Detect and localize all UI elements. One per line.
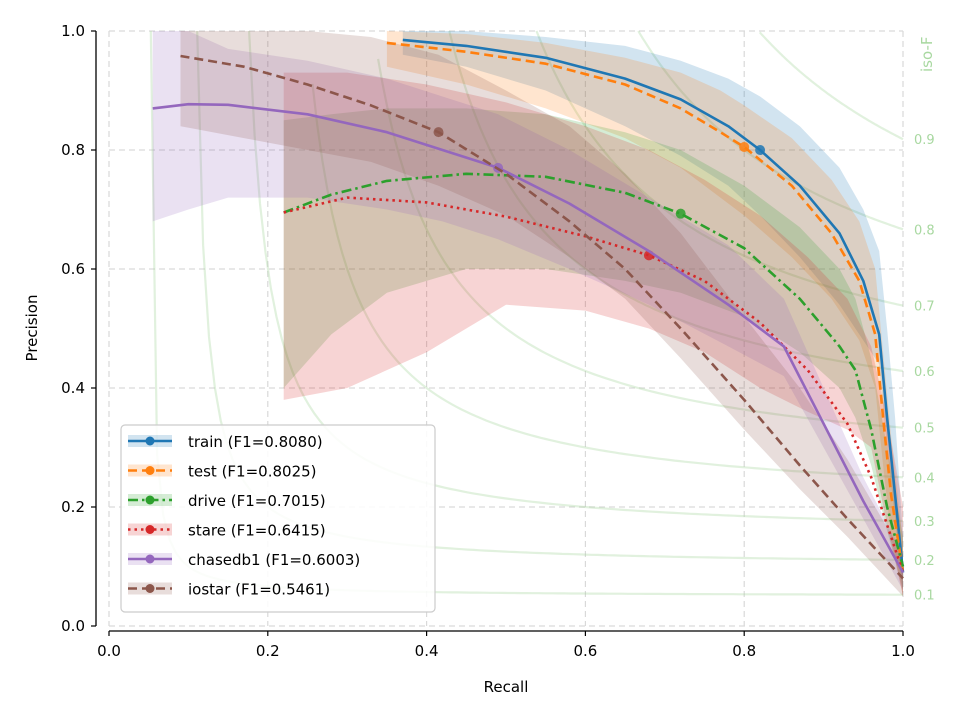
x-tick-label: 0.4 (415, 642, 439, 660)
band-test (386, 31, 903, 597)
marker-train (755, 145, 766, 155)
legend-swatch-marker (145, 554, 155, 564)
legend-box (120, 424, 436, 613)
iso-f-label: 0.2 (914, 554, 935, 569)
line-iostar (180, 54, 904, 580)
legend-label-train: train (F1=0.8080) (188, 433, 323, 451)
line-train (402, 38, 905, 573)
iso-f-curve (758, 31, 904, 141)
axes: 0.0 0.2 0.4 0.6 0.8 1.0 0.0 0.2 0.4 0.6 0.8 1.0 (61, 22, 915, 660)
marker-drive (675, 208, 686, 219)
marker-test (739, 142, 750, 153)
band-iostar (180, 31, 903, 597)
band-drive (283, 108, 903, 591)
iso-f-label: 0.8 (914, 223, 935, 238)
x-tick-label: 0.2 (256, 642, 280, 660)
x-tick-label: 0.0 (97, 642, 121, 660)
legend-swatch-marker (145, 525, 155, 534)
line-chasedb1 (152, 102, 905, 574)
marker-iostar (433, 127, 444, 138)
legend-swatch-marker (145, 495, 155, 505)
iso-f-label: 0.7 (914, 300, 935, 315)
y-tick-label: 0.4 (61, 379, 85, 397)
iso-f-label: 0.5 (914, 422, 935, 437)
band-chasedb1 (152, 31, 903, 591)
iso-f-curve (377, 58, 904, 429)
legend-label-chasedb1: chasedb1 (F1=0.6003) (188, 551, 360, 569)
legend-swatch-marker (145, 436, 155, 446)
x-tick-label: 0.6 (573, 642, 597, 660)
band-train (402, 31, 903, 597)
x-tick-label: 0.8 (732, 642, 756, 660)
iso-f-label: 0.3 (914, 515, 935, 530)
legend-label-drive: drive (F1=0.7015) (188, 492, 326, 510)
iso-f-curve (448, 30, 904, 373)
y-tick-label: 0.8 (61, 141, 85, 159)
series-lines (152, 38, 905, 580)
y-tick-label: 1.0 (61, 22, 85, 40)
y-tick-label: 0.2 (61, 498, 85, 516)
x-axis-label: Recall (484, 678, 529, 696)
iso-f-title: iso-F (918, 37, 936, 72)
legend-label-iostar: iostar (F1=0.5461) (188, 581, 330, 599)
line-test (386, 41, 905, 573)
iso-f-label: 0.9 (914, 133, 935, 148)
iso-f-curve (535, 30, 904, 307)
iso-f-label: 0.1 (914, 589, 935, 604)
legend-swatch-marker (145, 466, 155, 475)
legend: train (F1=0.8080) test (F1=0.8025) drive (… (120, 424, 436, 613)
y-axis-label: Precision (23, 295, 41, 362)
line-stare (283, 196, 905, 573)
legend-label-test: test (F1=0.8025) (188, 463, 317, 481)
legend-label-stare: stare (F1=0.6415) (188, 522, 326, 540)
iso-f-label: 0.4 (914, 471, 935, 486)
x-tick-label: 1.0 (891, 642, 915, 660)
legend-swatch-marker (145, 584, 155, 593)
y-tick-label: 0.6 (61, 260, 85, 278)
y-tick-label: 0.0 (61, 617, 85, 635)
iso-f-label: 0.6 (914, 365, 935, 380)
